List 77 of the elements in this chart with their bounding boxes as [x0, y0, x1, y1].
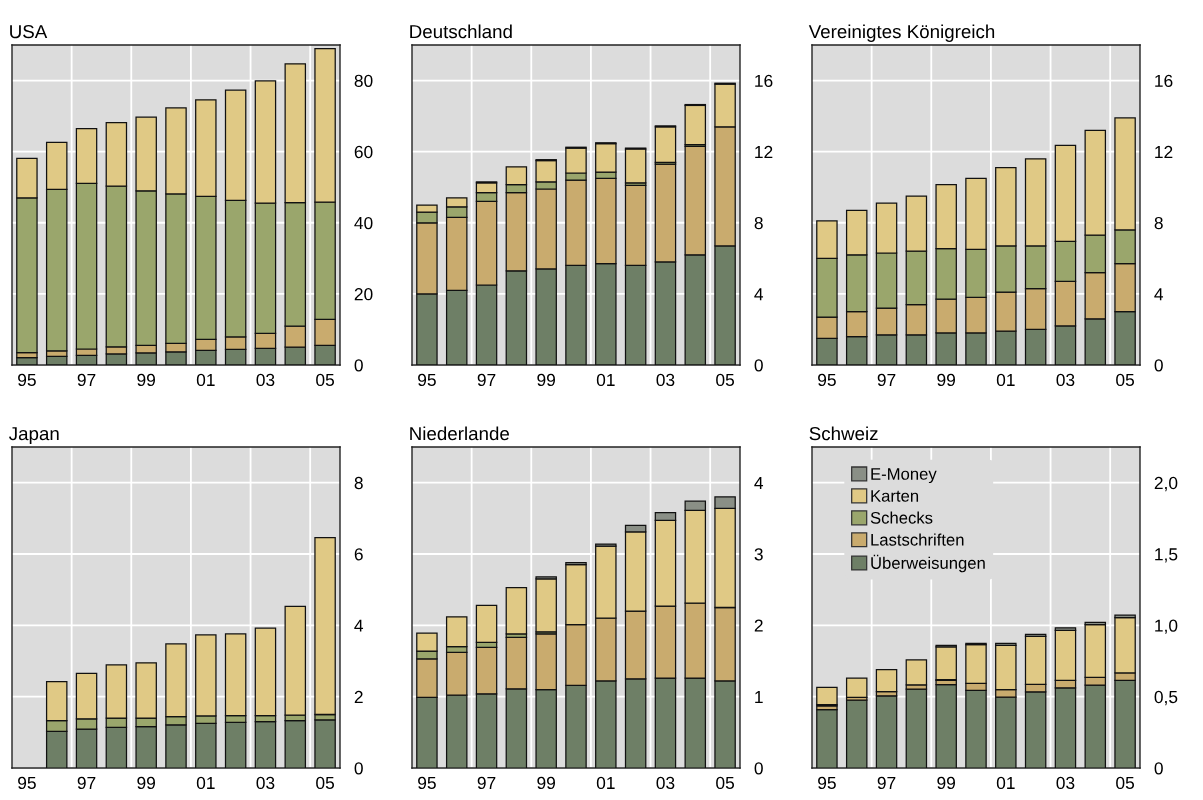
x-tick-label: 03 [256, 776, 275, 790]
legend-label: Lastschriften [871, 533, 964, 546]
x-tick-label: 97 [877, 373, 896, 387]
x-tick-label: 03 [1056, 373, 1075, 387]
y-tick-label: 0 [1154, 762, 1163, 775]
y-tick-label: 2,0 [1154, 476, 1178, 492]
y-tick-label: 1 [755, 691, 763, 703]
x-tick-label: 95 [18, 373, 36, 387]
chart-title: Japan [9, 427, 59, 444]
y-tick-label: 12 [1155, 145, 1173, 158]
x-tick-label: 97 [477, 776, 496, 790]
x-tick-label: 99 [537, 776, 556, 790]
x-tick-label: 05 [1116, 776, 1135, 790]
x-tick-label: 01 [196, 776, 215, 790]
x-tick-label: 05 [716, 776, 735, 790]
x-tick-label: 99 [537, 373, 556, 387]
x-tick-label: 03 [256, 373, 275, 387]
x-tick-label: 95 [818, 373, 836, 387]
y-tick-label: 2 [354, 690, 363, 703]
chart-title: USA [10, 24, 48, 39]
y-tick-label: 8 [1154, 216, 1163, 230]
x-tick-label: 97 [477, 373, 496, 387]
y-tick-label: 0 [1154, 359, 1163, 372]
y-tick-label: 60 [354, 145, 373, 159]
x-tick-label: 05 [316, 373, 335, 387]
x-tick-label: 97 [77, 776, 96, 790]
legend-label: Karten [871, 490, 919, 502]
x-tick-label: 03 [656, 373, 675, 387]
legend-label: E-Money [871, 468, 937, 484]
y-tick-label: 0 [754, 359, 763, 372]
chart-title: Deutschland [410, 24, 512, 39]
chart-title: Schweiz [809, 426, 878, 441]
chart-title: Vereinigtes Königreich [808, 24, 995, 42]
y-tick-label: 2 [754, 619, 763, 632]
y-tick-label: 0,5 [1154, 690, 1178, 706]
x-tick-label: 03 [656, 776, 675, 790]
x-tick-label: 95 [18, 776, 36, 790]
legend-label: Schecks [870, 511, 933, 524]
y-tick-label: 8 [754, 216, 763, 230]
y-tick-label: 6 [354, 548, 363, 561]
y-tick-label: 16 [1155, 74, 1173, 88]
x-tick-label: 95 [418, 776, 436, 790]
y-tick-label: 0 [354, 762, 363, 775]
x-tick-label: 97 [877, 776, 896, 790]
y-tick-label: 16 [755, 74, 773, 88]
chart-title: Niederlande [410, 426, 509, 441]
x-tick-label: 99 [937, 776, 956, 790]
x-tick-label: 01 [596, 776, 615, 790]
x-tick-label: 01 [196, 373, 215, 387]
y-tick-label: 8 [354, 476, 363, 490]
y-tick-label: 3 [754, 548, 763, 561]
y-tick-label: 12 [755, 145, 773, 158]
y-tick-label: 4 [1154, 288, 1164, 301]
y-tick-label: 4 [754, 477, 764, 489]
y-tick-label: 20 [354, 288, 373, 301]
x-tick-label: 05 [716, 373, 735, 387]
legend-label: Überweisungen [871, 554, 985, 573]
x-tick-label: 99 [137, 373, 156, 387]
x-tick-label: 95 [818, 776, 836, 790]
y-tick-label: 0 [754, 762, 763, 775]
x-tick-label: 03 [1056, 776, 1075, 790]
y-tick-label: 1,5 [1155, 548, 1178, 563]
y-tick-label: 0 [354, 359, 363, 372]
x-tick-label: 01 [996, 373, 1015, 387]
y-tick-label: 4 [354, 619, 364, 632]
x-tick-label: 05 [316, 776, 335, 790]
x-tick-label: 97 [77, 373, 96, 387]
x-tick-label: 99 [137, 776, 156, 790]
y-tick-label: 4 [754, 288, 764, 301]
y-tick-label: 40 [354, 216, 373, 230]
y-tick-label: 80 [354, 74, 373, 88]
y-tick-label: 1,0 [1155, 619, 1178, 634]
x-tick-label: 95 [418, 373, 436, 387]
x-tick-label: 99 [937, 373, 956, 387]
x-tick-label: 01 [596, 373, 615, 387]
x-tick-label: 01 [996, 776, 1015, 790]
x-tick-label: 05 [1116, 373, 1135, 387]
